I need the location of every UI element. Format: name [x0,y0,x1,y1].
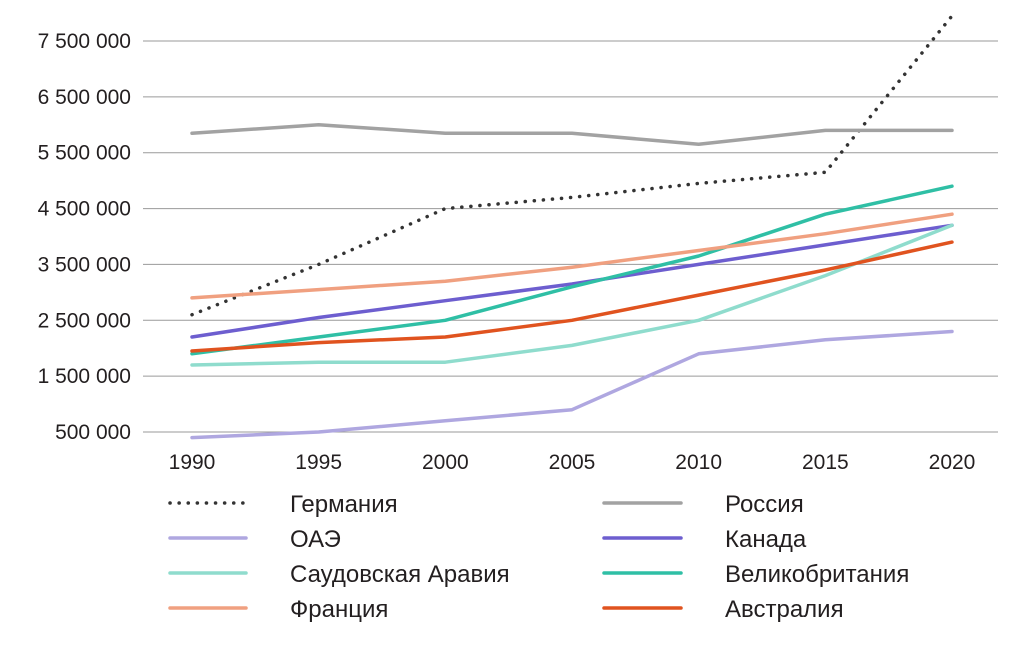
x-tick-label: 2010 [675,451,722,474]
y-tick-label: 2 500 000 [38,309,131,332]
legend-label: ОАЭ [290,526,341,553]
x-axis-tick-labels: 1990 1995 2000 2005 2010 2015 2020 [169,451,976,474]
x-tick-label: 2015 [802,451,849,474]
x-tick-label: 1990 [169,451,216,474]
y-tick-label: 1 500 000 [38,365,131,388]
legend-label: Австралия [725,596,844,623]
legend-label: Саудовская Аравия [290,561,510,588]
y-tick-label: 500 000 [55,421,131,444]
series-line-франция [190,212,954,300]
legend-label: Франция [290,596,388,623]
y-tick-label: 7 500 000 [38,30,131,53]
y-tick-label: 5 500 000 [38,142,131,165]
x-tick-label: 1995 [295,451,342,474]
series-line-германия [190,14,954,317]
x-tick-label: 2000 [422,451,469,474]
legend: Германия Россия ОАЭ Канада Саудовская Аравия… [168,491,909,623]
series-line-оаэ [190,329,954,440]
series-line-великобритания [190,184,954,356]
y-axis-tick-labels: 500 000 1 500 000 2 500 000 3 500 000 4 500 … [38,30,131,444]
legend-label: Германия [290,491,398,518]
series-lines [190,14,954,440]
legend-label: Канада [725,526,807,553]
x-tick-label: 2020 [929,451,976,474]
series-line-саудовская-аравия [190,223,954,367]
series-line-россия [190,123,954,147]
y-tick-label: 6 500 000 [38,86,131,109]
legend-label: Россия [725,491,804,518]
legend-label: Великобритания [725,561,909,588]
y-tick-label: 3 500 000 [38,253,131,276]
series-line-австралия [190,240,954,353]
series-line-канада [190,223,954,339]
x-tick-label: 2005 [549,451,596,474]
y-tick-label: 4 500 000 [38,198,131,221]
